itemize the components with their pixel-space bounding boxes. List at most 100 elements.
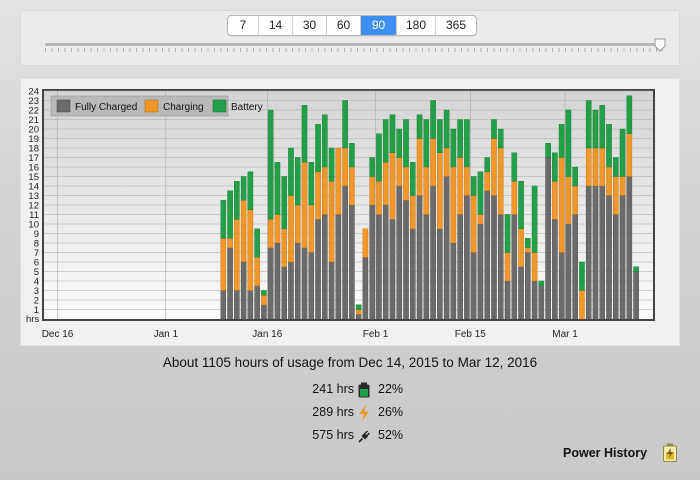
x-tick-label: Feb 15	[455, 329, 487, 340]
bar-segment-charging	[457, 157, 463, 215]
bar-segment-charging	[410, 195, 416, 229]
bar-segment-fully-charged	[450, 242, 457, 320]
x-tick-label: Dec 16	[42, 329, 74, 340]
y-tick-label: 17	[28, 153, 39, 164]
y-tick-label: 24	[28, 87, 39, 98]
bar-segment-fully-charged	[592, 185, 599, 320]
bar-segment-fully-charged	[497, 214, 504, 320]
bar-segment-fully-charged	[437, 228, 443, 320]
bar-segment-fully-charged	[315, 219, 321, 320]
bar-segment-fully-charged	[234, 290, 240, 320]
bar-segment-battery	[294, 157, 301, 206]
bar-segment-charging	[349, 166, 355, 206]
bar-segment-fully-charged	[349, 204, 355, 320]
range-option-365[interactable]: 365	[445, 18, 467, 32]
bar-segment-battery	[626, 95, 633, 134]
legend-label-battery: Battery	[231, 102, 263, 113]
y-tick-label: 11	[29, 210, 39, 221]
legend-box	[50, 95, 229, 117]
bar-segment-charging	[335, 147, 342, 215]
y-tick-label: 20	[28, 125, 39, 136]
bar-segment-battery	[606, 124, 612, 168]
bar-segment-battery	[525, 238, 531, 248]
bar-segment-charging	[396, 157, 403, 187]
stat-row-plugged-in: 575 hrs 52%	[0, 428, 700, 446]
bar-segment-fully-charged	[599, 185, 606, 320]
bar-segment-fully-charged	[504, 280, 511, 320]
bar-segment-battery	[274, 162, 281, 215]
bar-segment-battery	[220, 200, 227, 239]
bar-segment-charging	[308, 204, 315, 253]
y-tick-label: 22	[28, 106, 39, 117]
y-tick-label: 7	[34, 248, 39, 259]
bar-segment-fully-charged	[558, 252, 565, 320]
bar-segment-battery	[518, 181, 524, 229]
range-option-60[interactable]: 60	[327, 16, 361, 35]
bar-segment-fully-charged	[457, 214, 463, 320]
bar-segment-fully-charged	[484, 190, 490, 320]
stat-row-battery: 241 hrs 22%	[0, 382, 700, 400]
bar-segment-charging	[369, 176, 375, 206]
bar-segment-charging	[247, 209, 254, 291]
bar-segment-charging	[585, 147, 592, 187]
y-tick-label: 4	[34, 277, 39, 288]
bar-segment-fully-charged	[585, 185, 592, 320]
bar-segment-battery	[572, 166, 578, 187]
bar-segment-charging	[376, 181, 382, 215]
bar-segment-fully-charged	[565, 223, 572, 320]
bar-segment-fully-charged	[396, 185, 403, 320]
gridlines	[44, 90, 653, 319]
y-tick-label: 13	[28, 191, 39, 202]
bar-segment-battery	[254, 228, 260, 258]
legend-swatch-battery	[212, 99, 227, 113]
bar-segment-fully-charged	[261, 304, 267, 320]
bar-segment-battery	[382, 119, 389, 163]
bar-segment-charging	[389, 152, 396, 220]
bar-segment-charging	[470, 195, 477, 253]
range-option-90[interactable]: 90	[361, 16, 397, 35]
range-option-14[interactable]: 14	[259, 16, 293, 35]
range-slider[interactable]	[45, 38, 670, 52]
bar-segment-fully-charged	[301, 247, 308, 320]
slider-thumb[interactable]	[654, 38, 666, 52]
bar-segment-fully-charged	[538, 285, 545, 320]
bar-segment-battery	[342, 100, 348, 149]
bar-segment-fully-charged	[389, 219, 396, 320]
bar-segment-fully-charged	[518, 266, 524, 320]
bar-segment-battery	[281, 176, 287, 229]
bar-segment-charging	[464, 166, 470, 196]
y-tick-label: 2	[34, 296, 39, 307]
bar-segment-fully-charged	[376, 214, 382, 320]
battery-icon	[358, 382, 370, 398]
bar-segment-fully-charged	[633, 271, 639, 320]
range-segmented-control[interactable]: 7 14 30 60 90 180 365	[227, 15, 477, 36]
bar-segment-fully-charged	[355, 314, 362, 320]
bar-segment-charging	[328, 181, 335, 263]
bar-segment-battery	[234, 181, 240, 220]
bar-segment-fully-charged	[240, 261, 247, 320]
slider-track[interactable]	[45, 43, 663, 46]
range-option-180[interactable]: 180	[397, 16, 436, 35]
bar-segment-battery	[470, 176, 477, 196]
y-tick-label: 3	[34, 286, 39, 297]
chart-canvas: 123456789101112131415161718192021222324 …	[26, 87, 655, 340]
bar-segment-battery	[423, 119, 430, 168]
range-option-7[interactable]: 7	[228, 16, 259, 35]
bar-segment-fully-charged	[606, 195, 612, 320]
bar-segment-fully-charged	[545, 157, 551, 320]
power-plug-icon	[358, 430, 370, 443]
bar-segment-battery	[565, 109, 572, 177]
bar-segment-battery	[477, 171, 484, 215]
range-option-30[interactable]: 30	[293, 16, 327, 35]
bar-segment-charging	[355, 309, 362, 315]
y-axis-unit-label: hrs	[26, 314, 39, 325]
bar-segment-fully-charged	[470, 252, 477, 320]
bar-segment-battery	[355, 304, 362, 310]
y-tick-label: 18	[28, 144, 39, 155]
bar-segment-battery	[511, 152, 518, 182]
bar-segment-charging	[606, 166, 612, 196]
bar-segment-charging	[220, 238, 227, 291]
bar-segment-battery	[450, 128, 457, 168]
bar-segment-fully-charged	[572, 214, 578, 320]
